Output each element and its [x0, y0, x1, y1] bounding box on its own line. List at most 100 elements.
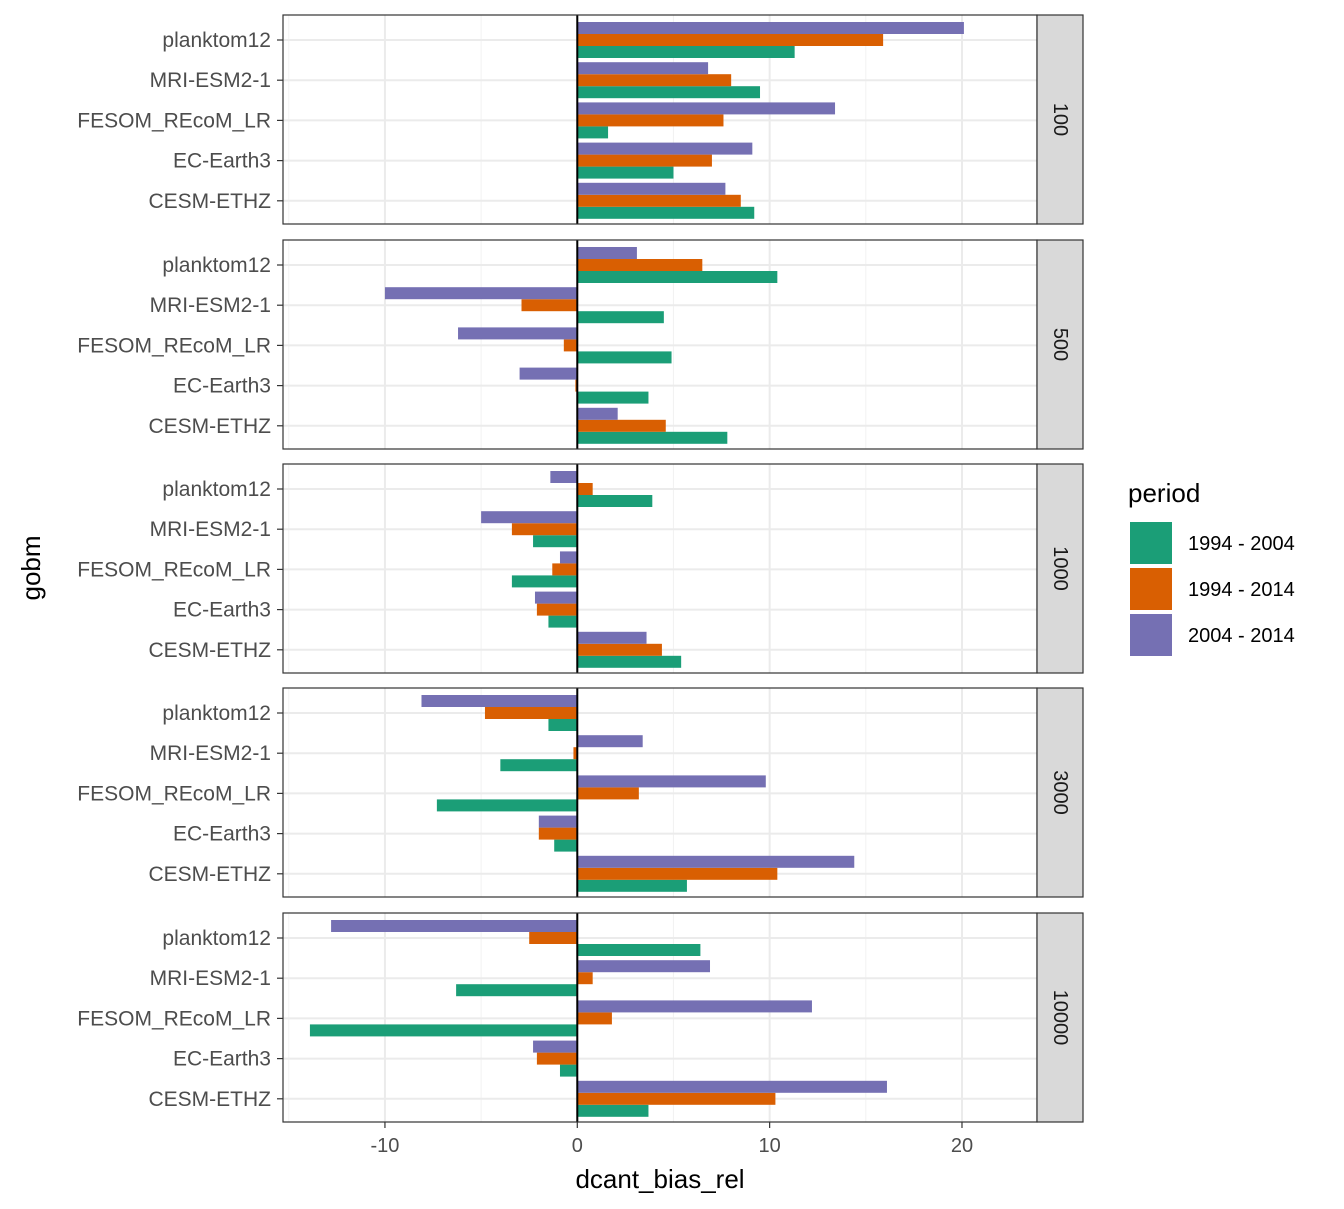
- y-tick-label: planktom12: [162, 927, 271, 950]
- y-tick-label: EC-Earth3: [173, 1048, 271, 1071]
- y-axis-title: gobm: [16, 535, 46, 600]
- bar-2004-2014-EC-Earth3: [533, 1040, 578, 1053]
- bar-1994-2014-CESM-ETHZ: [577, 1092, 776, 1105]
- facet-strip-label: 10000: [1049, 990, 1071, 1046]
- y-tick-label: MRI-ESM2-1: [150, 69, 271, 92]
- x-axis: -10 0 10 20: [370, 1122, 973, 1157]
- bar-1994-2014-MRI-ESM2-1: [577, 74, 732, 87]
- legend-title: period: [1128, 478, 1200, 508]
- x-tick-label: 20: [951, 1135, 973, 1157]
- bar-1994-2004-CESM-ETHZ: [577, 431, 728, 444]
- facet-strip-label: 500: [1049, 328, 1071, 361]
- bar-1994-2004-CESM-ETHZ: [577, 879, 687, 892]
- bar-1994-2004-planktom12: [577, 271, 778, 283]
- bar-1994-2014-planktom12: [529, 932, 578, 944]
- bar-2004-2014-planktom12: [550, 471, 578, 483]
- y-tick-label: planktom12: [162, 254, 271, 277]
- bar-2004-2014-CESM-ETHZ: [577, 1080, 887, 1093]
- y-tick-label: MRI-ESM2-1: [150, 518, 271, 541]
- bar-2004-2014-MRI-ESM2-1: [577, 735, 643, 748]
- bar-1994-2004-planktom12: [548, 719, 578, 731]
- bar-2004-2014-CESM-ETHZ: [577, 855, 855, 868]
- y-tick-label: FESOM_REcoM_LR: [77, 334, 271, 357]
- legend-label: 1994 - 2014: [1188, 579, 1295, 601]
- legend-keys: 1994 - 2004 1994 - 2014 2004 - 2014: [1130, 522, 1295, 656]
- bar-2004-2014-CESM-ETHZ: [577, 182, 726, 195]
- bar-1994-2004-EC-Earth3: [554, 839, 578, 852]
- bar-2004-2014-MRI-ESM2-1: [481, 511, 578, 524]
- bar-2004-2014-planktom12: [577, 247, 637, 259]
- bar-1994-2004-FESOM_REcoM_LR: [577, 351, 672, 364]
- y-tick-label: planktom12: [162, 702, 271, 725]
- bar-2004-2014-EC-Earth3: [538, 815, 578, 828]
- bar-1994-2014-FESOM_REcoM_LR: [563, 339, 578, 352]
- bar-1994-2004-planktom12: [577, 495, 653, 507]
- x-axis-title: dcant_bias_rel: [575, 1164, 744, 1194]
- facet-strip: [1036, 239, 1084, 450]
- y-tick-label: CESM-ETHZ: [149, 639, 272, 662]
- y-tick-label: EC-Earth3: [173, 375, 271, 398]
- bar-2004-2014-EC-Earth3: [519, 367, 578, 380]
- y-tick-label: MRI-ESM2-1: [150, 742, 271, 765]
- y-tick-label: planktom12: [162, 29, 271, 52]
- x-tick-label: -10: [370, 1135, 399, 1157]
- bar-2004-2014-EC-Earth3: [534, 591, 578, 604]
- bar-1994-2014-EC-Earth3: [536, 603, 578, 616]
- bar-1994-2004-MRI-ESM2-1: [577, 311, 664, 324]
- bar-1994-2014-EC-Earth3: [536, 1052, 578, 1065]
- facet-panel-3000: 3000 planktom12 MRI-ESM2-1 FESOM_REcoM_LR EC…: [77, 687, 1084, 898]
- bar-1994-2004-EC-Earth3: [577, 166, 674, 179]
- legend-label: 2004 - 2014: [1188, 625, 1295, 647]
- bar-1994-2004-FESOM_REcoM_LR: [577, 126, 609, 139]
- bar-1994-2004-FESOM_REcoM_LR: [309, 1024, 578, 1037]
- bar-2004-2014-FESOM_REcoM_LR: [577, 1000, 812, 1013]
- bar-1994-2014-EC-Earth3: [538, 827, 578, 840]
- bar-2004-2014-CESM-ETHZ: [577, 407, 618, 420]
- bar-1994-2004-MRI-ESM2-1: [456, 984, 578, 997]
- bar-1994-2004-MRI-ESM2-1: [577, 86, 761, 99]
- y-tick-label: EC-Earth3: [173, 823, 271, 846]
- legend-label: 1994 - 2004: [1188, 533, 1295, 555]
- bar-1994-2004-EC-Earth3: [548, 615, 578, 628]
- facet-strip-label: 100: [1049, 103, 1071, 136]
- bar-1994-2014-FESOM_REcoM_LR: [577, 114, 724, 127]
- bar-1994-2014-MRI-ESM2-1: [577, 972, 593, 985]
- bar-1994-2014-planktom12: [484, 707, 578, 719]
- y-tick-label: CESM-ETHZ: [149, 190, 272, 213]
- legend-swatch: [1130, 568, 1172, 610]
- y-tick-label: CESM-ETHZ: [149, 1088, 272, 1111]
- bar-2004-2014-FESOM_REcoM_LR: [577, 775, 766, 788]
- y-tick-label: FESOM_REcoM_LR: [77, 1007, 271, 1030]
- bar-1994-2014-CESM-ETHZ: [577, 419, 666, 432]
- facet-strip-label: 1000: [1049, 546, 1071, 591]
- bar-2004-2014-CESM-ETHZ: [577, 631, 647, 644]
- bar-1994-2014-CESM-ETHZ: [577, 867, 778, 880]
- facet-strip-label: 3000: [1049, 770, 1071, 815]
- bar-1994-2014-FESOM_REcoM_LR: [577, 1012, 612, 1025]
- y-tick-label: CESM-ETHZ: [149, 863, 272, 886]
- facet-panel-1000: 1000 planktom12 MRI-ESM2-1 FESOM_REcoM_LR EC…: [77, 463, 1084, 674]
- y-tick-label: EC-Earth3: [173, 599, 271, 622]
- bar-1994-2004-MRI-ESM2-1: [500, 759, 578, 772]
- bar-1994-2014-CESM-ETHZ: [577, 643, 662, 656]
- bar-2004-2014-planktom12: [577, 22, 964, 34]
- legend-swatch: [1130, 614, 1172, 656]
- bar-1994-2014-FESOM_REcoM_LR: [552, 563, 578, 576]
- bar-2004-2014-planktom12: [331, 920, 578, 932]
- bar-1994-2004-EC-Earth3: [577, 391, 649, 404]
- y-tick-label: MRI-ESM2-1: [150, 294, 271, 317]
- y-tick-label: MRI-ESM2-1: [150, 967, 271, 990]
- facet-strip: [1036, 687, 1084, 898]
- bar-2004-2014-FESOM_REcoM_LR: [458, 327, 578, 340]
- bar-2004-2014-MRI-ESM2-1: [384, 287, 578, 300]
- y-tick-label: EC-Earth3: [173, 150, 271, 173]
- bar-1994-2004-MRI-ESM2-1: [533, 535, 578, 548]
- bar-2004-2014-MRI-ESM2-1: [577, 62, 709, 75]
- facet-strip: [1036, 14, 1084, 225]
- bar-1994-2014-FESOM_REcoM_LR: [577, 787, 639, 800]
- bar-1994-2014-EC-Earth3: [577, 154, 712, 167]
- bar-1994-2004-EC-Earth3: [559, 1064, 578, 1077]
- bar-1994-2004-FESOM_REcoM_LR: [436, 799, 578, 812]
- bar-1994-2014-planktom12: [577, 483, 593, 495]
